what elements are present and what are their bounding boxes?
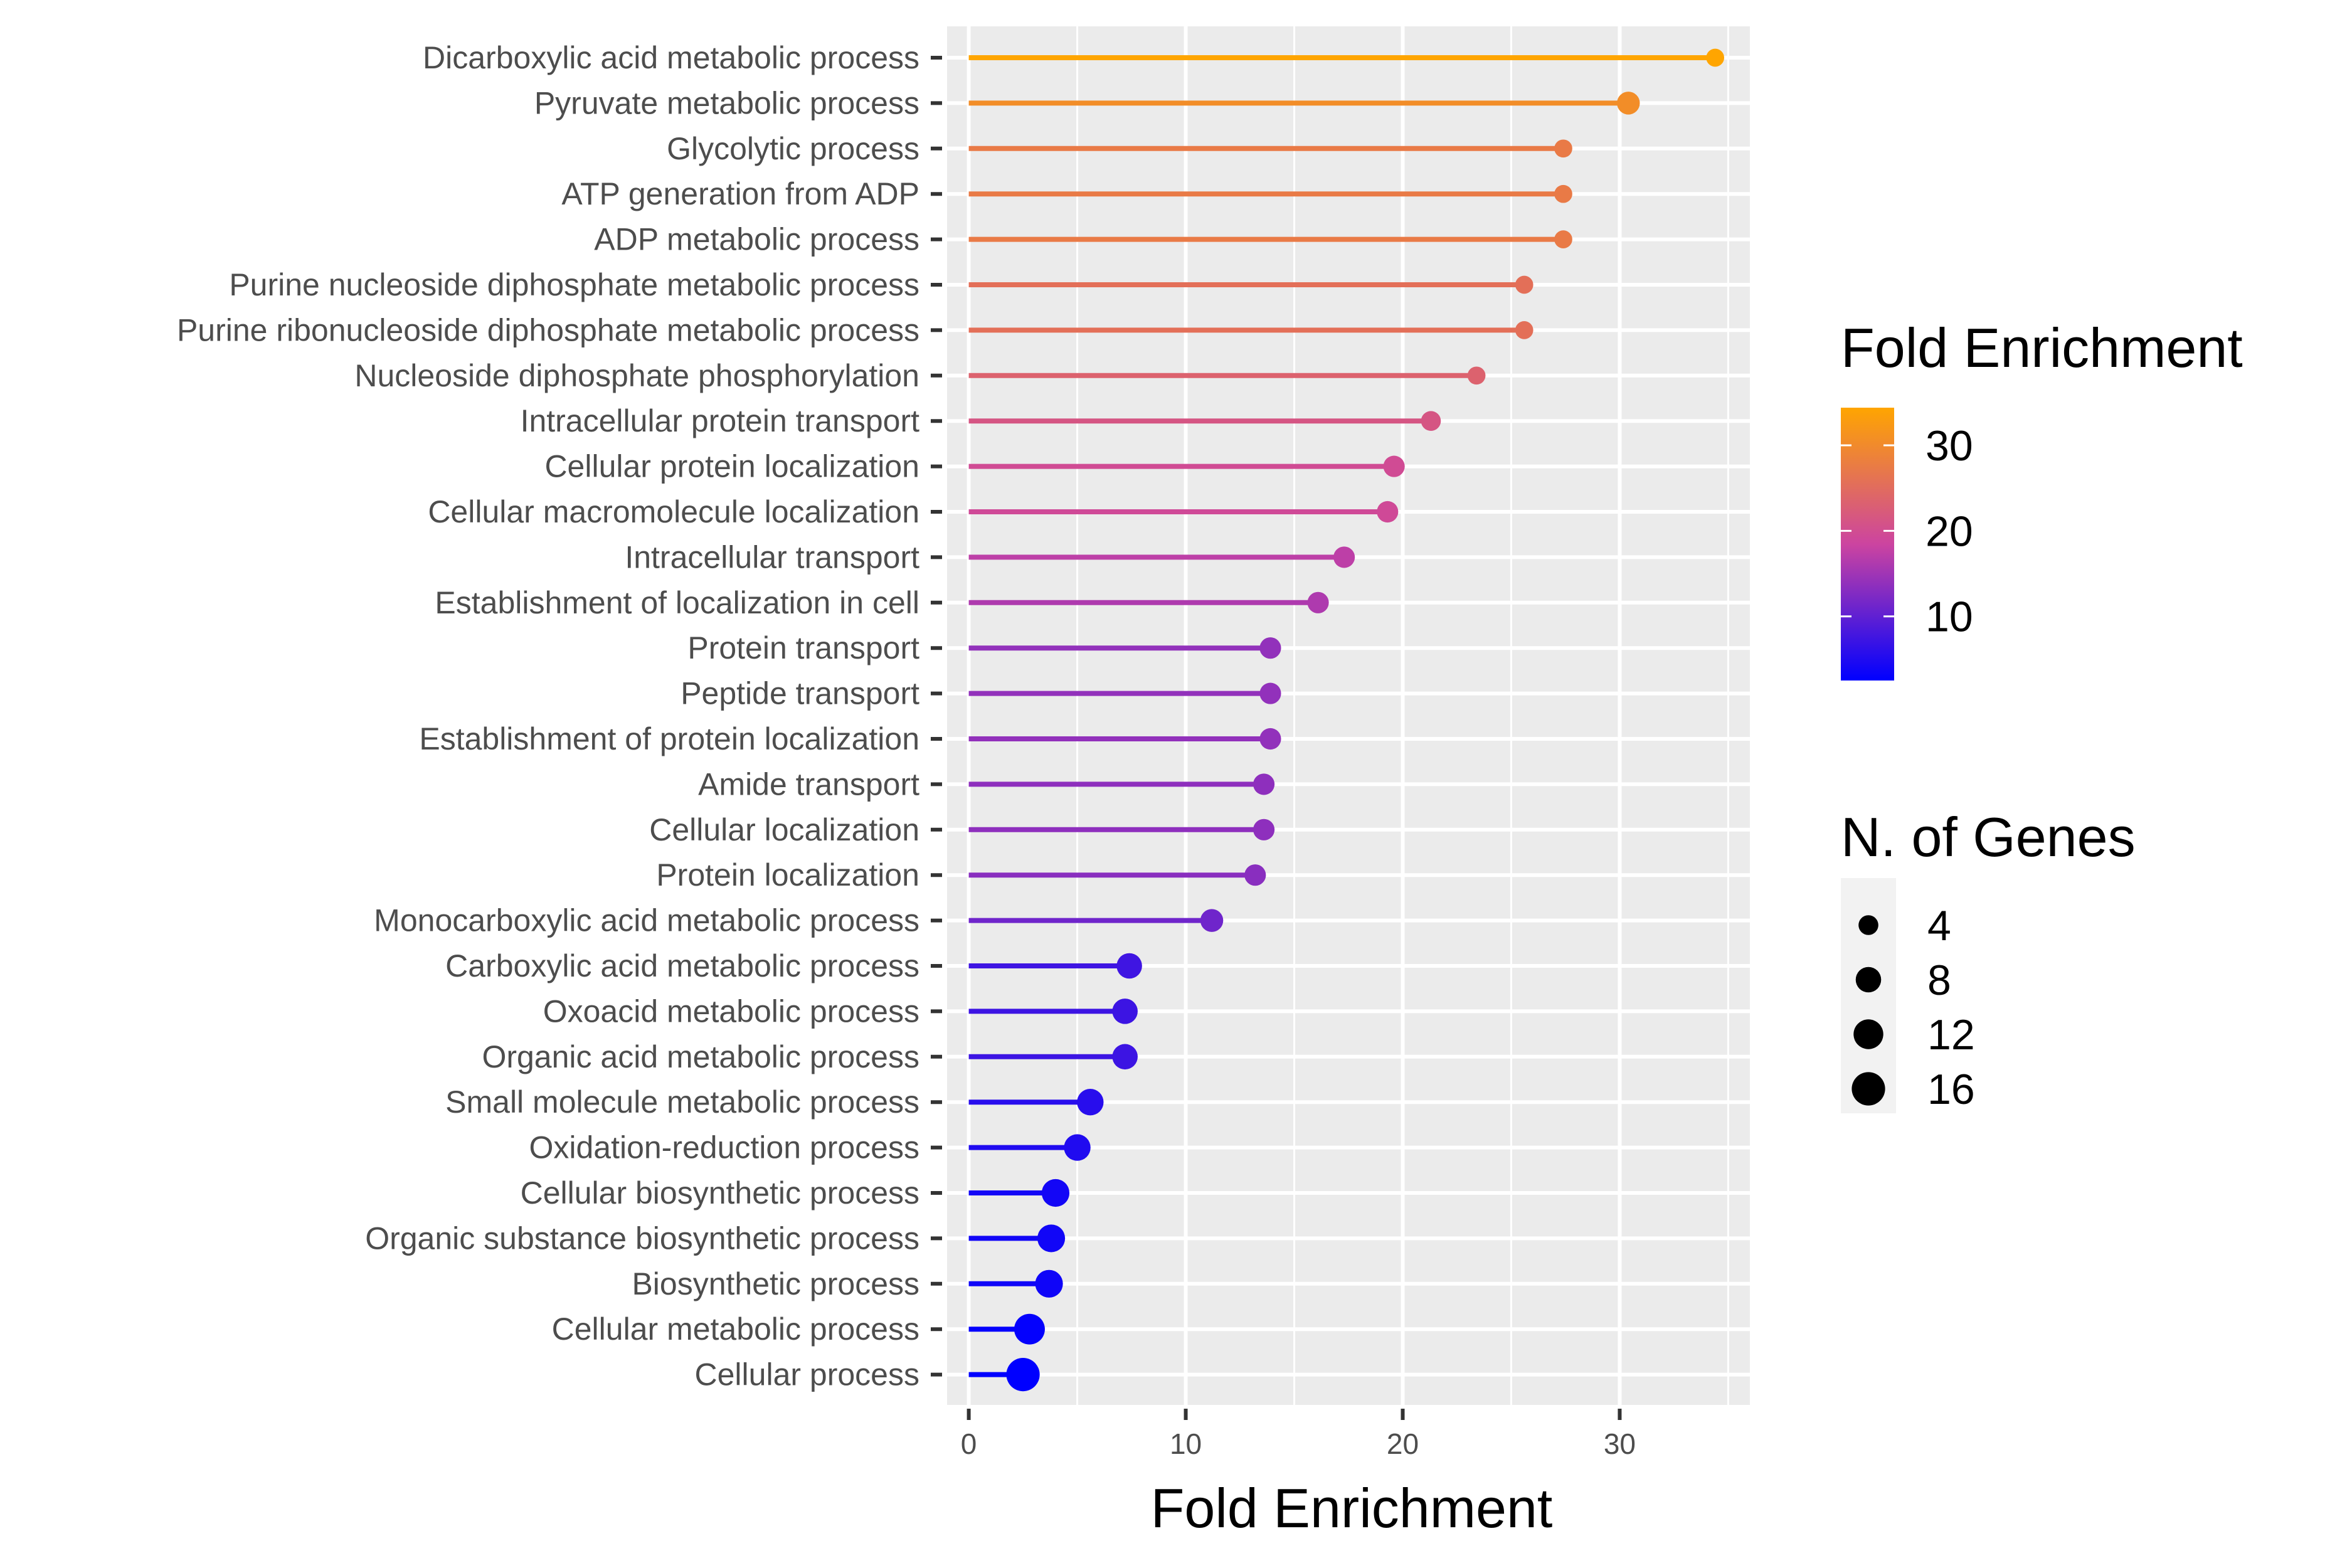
lollipop-point [1467, 366, 1486, 385]
color-legend-ticks: 30 20 10 [1841, 422, 1973, 641]
y-tick-label: Biosynthetic process [632, 1266, 919, 1301]
y-tick-label: Establishment of localization in cell [435, 585, 919, 620]
x-tick-label: 10 [1170, 1428, 1202, 1460]
y-tick-label: Glycolytic process [667, 131, 919, 166]
size-legend-key [1858, 915, 1878, 935]
y-tick-label: Protein transport [687, 630, 919, 665]
lollipop-point [1112, 1044, 1138, 1070]
y-tick-label: Oxoacid metabolic process [543, 993, 919, 1029]
x-tick-label: 30 [1604, 1428, 1636, 1460]
y-tick-label: Cellular biosynthetic process [521, 1175, 919, 1210]
lollipop-point [1112, 999, 1138, 1024]
y-tick-label: Intracellular transport [625, 539, 919, 575]
size-legend-title: N. of Genes [1841, 806, 2136, 868]
x-axis: 0 10 20 30 [961, 1409, 1636, 1460]
lollipop-point [1706, 48, 1725, 67]
y-tick-label: Cellular process [695, 1357, 919, 1392]
y-tick-label: Purine ribonucleoside diphosphate metabo… [177, 312, 919, 347]
lollipop-point [1259, 728, 1281, 750]
y-tick-label: Monocarboxylic acid metabolic process [374, 903, 919, 938]
color-legend-label: 30 [1926, 422, 1973, 470]
size-legend-key [1855, 967, 1882, 993]
y-tick-label: Amide transport [698, 766, 919, 802]
y-tick-label: Cellular macromolecule localization [428, 494, 919, 529]
size-legend-label: 16 [1927, 1066, 1975, 1113]
size-legend-keys: 4 8 12 16 [1841, 878, 1975, 1113]
color-legend-label: 10 [1926, 593, 1973, 641]
y-tick-label: Intracellular protein transport [521, 403, 920, 438]
lollipop-point [1383, 455, 1405, 477]
lollipop-point [1253, 773, 1275, 795]
y-tick-label: Organic substance biosynthetic process [365, 1221, 919, 1256]
lollipop-point [1259, 682, 1281, 704]
y-tick-label: Pyruvate metabolic process [534, 85, 919, 120]
y-tick-label: ADP metabolic process [594, 222, 919, 257]
x-tick-label: 0 [961, 1428, 977, 1460]
lollipop-point [1307, 591, 1329, 613]
y-tick-label: ATP generation from ADP [561, 176, 919, 211]
y-tick-label: Cellular metabolic process [552, 1311, 919, 1347]
y-tick-label: Purine nucleoside diphosphate metabolic … [229, 267, 919, 302]
y-tick-label: Cellular localization [649, 812, 919, 847]
y-tick-label: Organic acid metabolic process [482, 1039, 919, 1074]
lollipop-point [1554, 139, 1572, 158]
lollipop-point [1515, 321, 1534, 339]
lollipop-point [1253, 818, 1275, 840]
y-tick-label: Carboxylic acid metabolic process [445, 948, 919, 983]
size-legend-label: 12 [1927, 1011, 1975, 1059]
plot-panel [947, 26, 1750, 1405]
lollipop-point [1077, 1089, 1104, 1116]
y-tick-label: Establishment of protein localization [419, 721, 919, 756]
color-legend-title: Fold Enrichment [1841, 317, 2243, 379]
lollipop-point [1035, 1269, 1063, 1298]
color-bar [1841, 408, 1894, 681]
lollipop-point [1116, 953, 1142, 979]
size-legend-label: 8 [1927, 956, 1951, 1004]
x-axis-title: Fold Enrichment [1151, 1477, 1553, 1539]
y-tick-label: Small molecule metabolic process [445, 1084, 919, 1120]
y-tick-label: Protein localization [656, 857, 919, 893]
size-legend-label: 4 [1927, 902, 1951, 950]
lollipop-point [1515, 275, 1534, 294]
y-tick-label: Nucleoside diphosphate phosphorylation [354, 358, 919, 393]
lollipop-point [1064, 1134, 1091, 1161]
y-tick-label: Cellular protein localization [544, 449, 919, 484]
y-tick-label: Dicarboxylic acid metabolic process [423, 40, 919, 75]
minor-gridlines [1076, 26, 1729, 1405]
lollipop-point [1041, 1179, 1070, 1207]
size-legend-key [1851, 1072, 1885, 1106]
lollipop-point [1037, 1224, 1066, 1253]
lollipop-point [1554, 230, 1572, 248]
y-tick-label: Oxidation-reduction process [529, 1130, 919, 1165]
lollipop-point [1421, 411, 1441, 431]
lollipop-point [1617, 92, 1640, 115]
lollipop-point [1333, 546, 1355, 568]
lollipop-point [1377, 501, 1399, 523]
lollipop-point [1200, 909, 1224, 932]
size-legend-key [1853, 1019, 1883, 1049]
lollipop-point [1014, 1313, 1045, 1345]
lollipop-point [1554, 184, 1572, 203]
lollipop-stems [968, 55, 1715, 1377]
y-axis: Dicarboxylic acid metabolic process Pyruv… [177, 40, 942, 1392]
lollipop-point [1259, 637, 1281, 659]
x-tick-label: 20 [1387, 1428, 1419, 1460]
color-legend-label: 20 [1926, 507, 1973, 555]
color-legend: Fold Enrichment 30 20 10 [1841, 317, 2243, 681]
size-legend: N. of Genes 4 8 12 16 [1841, 806, 2136, 1113]
y-tick-label: Peptide transport [681, 676, 919, 711]
lollipop-points [1006, 48, 1725, 1392]
lollipop-point [1244, 864, 1266, 886]
lollipop-point [1006, 1358, 1040, 1392]
